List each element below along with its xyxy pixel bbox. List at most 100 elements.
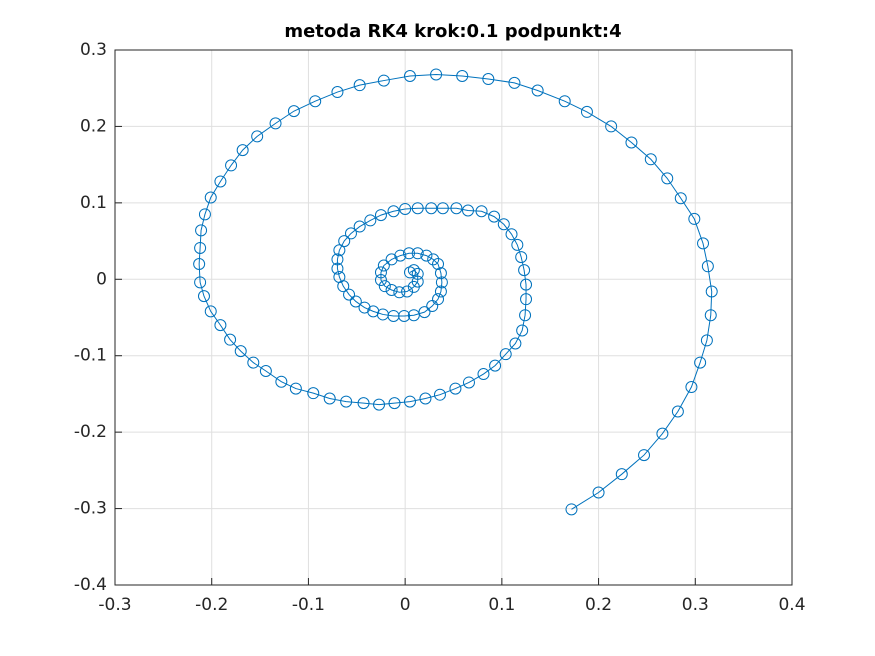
point-marker — [197, 290, 210, 303]
point-marker — [625, 136, 638, 149]
point-marker — [462, 204, 475, 217]
y-tick-label: -0.2 — [74, 422, 107, 442]
point-marker — [287, 105, 300, 118]
point-marker — [377, 74, 390, 87]
point-marker — [558, 95, 571, 108]
x-tick-label: 0.2 — [585, 595, 612, 615]
point-marker — [289, 382, 302, 395]
point-marker — [685, 381, 698, 394]
point-marker — [580, 105, 593, 118]
point-marker — [700, 334, 713, 347]
x-tick-label: 0.1 — [488, 595, 515, 615]
point-marker — [259, 365, 272, 377]
point-marker — [519, 309, 532, 322]
point-marker — [508, 76, 521, 89]
point-marker — [344, 227, 357, 240]
point-marker — [204, 305, 217, 318]
point-marker — [224, 333, 237, 346]
point-marker — [509, 337, 522, 350]
point-marker — [193, 258, 206, 270]
point-marker — [364, 214, 377, 227]
point-marker — [234, 345, 247, 358]
point-marker — [435, 276, 448, 289]
point-marker — [373, 398, 386, 411]
point-marker — [511, 238, 524, 251]
point-marker — [403, 266, 416, 279]
x-tick-label: -0.3 — [98, 595, 131, 615]
point-marker — [456, 69, 469, 82]
point-marker — [378, 280, 391, 293]
point-marker — [638, 449, 651, 462]
point-marker — [247, 356, 260, 369]
point-marker — [337, 280, 350, 293]
point-marker — [430, 68, 443, 81]
point-marker — [374, 209, 387, 222]
point-marker — [450, 202, 463, 215]
point-marker — [411, 247, 424, 260]
point-marker — [357, 397, 370, 410]
point-marker — [488, 210, 501, 223]
point-marker — [393, 286, 406, 299]
y-tick-label: 0.3 — [80, 40, 107, 60]
point-marker — [411, 202, 424, 215]
point-marker — [419, 392, 432, 405]
point-marker — [432, 293, 445, 306]
point-marker — [323, 392, 336, 405]
point-marker — [331, 262, 344, 275]
x-tick-label: 0.3 — [682, 595, 709, 615]
y-tick-label: -0.1 — [74, 346, 107, 366]
point-marker — [656, 427, 669, 440]
point-marker — [449, 382, 462, 395]
point-marker — [671, 405, 684, 418]
point-marker — [358, 301, 371, 314]
point-marker — [462, 376, 475, 389]
point-marker — [394, 249, 407, 262]
point-marker — [374, 266, 387, 279]
point-marker — [251, 130, 264, 143]
x-tick-label: -0.1 — [292, 595, 325, 615]
point-marker — [477, 368, 490, 381]
point-marker — [592, 486, 605, 499]
y-tick-label: -0.3 — [74, 499, 107, 519]
point-marker — [520, 293, 533, 306]
point-marker — [353, 220, 366, 233]
point-marker — [411, 267, 424, 280]
point-marker — [353, 79, 366, 92]
point-marker — [403, 69, 416, 82]
point-marker — [516, 324, 529, 337]
point-marker — [331, 253, 344, 266]
y-tick-label: -0.4 — [74, 575, 107, 595]
point-marker — [434, 285, 447, 298]
point-marker — [349, 295, 362, 308]
point-marker — [225, 159, 238, 172]
y-tick-label: 0.1 — [80, 193, 107, 213]
point-marker — [214, 175, 227, 188]
point-marker — [705, 285, 718, 298]
point-marker — [420, 249, 433, 262]
point-marker — [340, 395, 353, 408]
axes-frame — [114, 49, 793, 586]
point-marker — [661, 172, 674, 185]
point-marker — [427, 253, 440, 266]
x-tick-label: 0 — [400, 595, 411, 615]
point-marker — [338, 235, 351, 248]
point-marker — [343, 288, 356, 301]
point-marker — [531, 84, 544, 97]
point-marker — [418, 306, 431, 319]
point-marker — [214, 319, 227, 332]
point-marker — [403, 395, 416, 408]
point-marker — [701, 260, 714, 273]
point-marker — [475, 205, 488, 218]
point-marker — [482, 73, 495, 86]
point-marker — [331, 86, 344, 99]
x-tick-label: 0.4 — [778, 595, 805, 615]
point-marker — [697, 237, 710, 250]
point-marker — [489, 359, 502, 372]
point-marker — [204, 191, 217, 204]
point-marker — [387, 205, 400, 218]
point-marker — [198, 208, 211, 221]
point-marker — [401, 285, 414, 298]
point-marker — [333, 244, 346, 257]
point-marker — [694, 356, 707, 369]
